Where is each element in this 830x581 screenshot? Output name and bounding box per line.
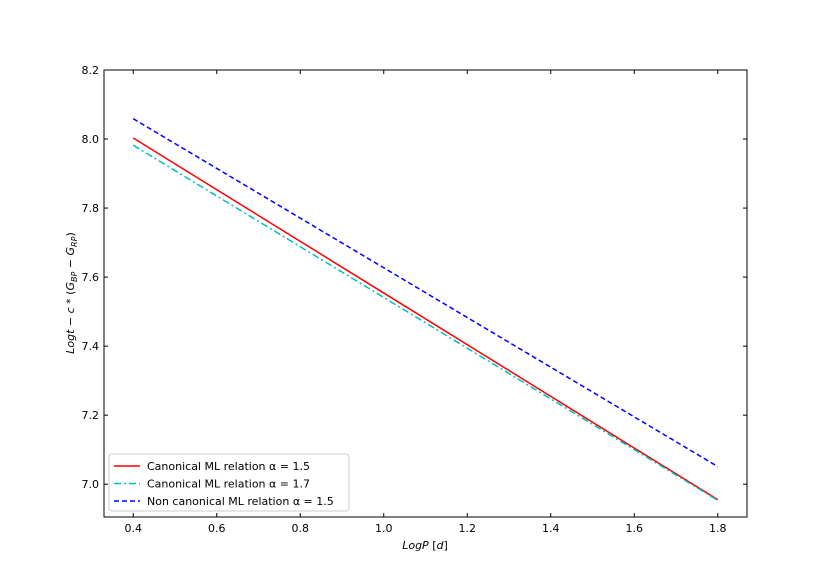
x-tick-label: 1.2 bbox=[459, 522, 477, 535]
legend-label: Non canonical ML relation α = 1.5 bbox=[147, 495, 334, 508]
y-tick-label: 7.2 bbox=[82, 409, 100, 422]
legend-box bbox=[108, 453, 350, 512]
x-tick-label: 0.4 bbox=[124, 522, 142, 535]
y-tick-label: 7.8 bbox=[82, 202, 100, 215]
legend-label: Canonical ML relation α = 1.7 bbox=[147, 478, 310, 491]
x-tick-label: 0.6 bbox=[208, 522, 226, 535]
plot-frame bbox=[103, 69, 748, 518]
ticks-layer: 0.4 0.6 0.8 1.0 1.2 1.4 1.6 1.8 7.0 7.2 7.4 7.6 7.8 8… bbox=[82, 64, 747, 535]
x-axis-label: LogP [d] bbox=[402, 539, 448, 552]
x-tick-label: 0.8 bbox=[291, 522, 309, 535]
series-line bbox=[132, 144, 719, 502]
y-axis-label: Logt − c * (GBP − GRP) bbox=[64, 232, 79, 354]
y-tick-label: 8.0 bbox=[82, 133, 100, 146]
x-tick-label: 1.4 bbox=[542, 522, 560, 535]
series-line bbox=[132, 137, 719, 501]
legend-items: Canonical ML relation α = 1.5 Canonical M… bbox=[114, 460, 334, 508]
y-tick-label: 7.0 bbox=[82, 478, 100, 491]
series-line bbox=[132, 118, 719, 468]
y-tick-label: 7.4 bbox=[82, 340, 100, 353]
y-tick-label: 7.6 bbox=[82, 271, 100, 284]
legend: Canonical ML relation α = 1.5 Canonical M… bbox=[108, 453, 350, 512]
x-tick-label: 1.6 bbox=[626, 522, 644, 535]
x-tick-label: 1.8 bbox=[709, 522, 727, 535]
x-tick-label: 1.0 bbox=[375, 522, 393, 535]
legend-label: Canonical ML relation α = 1.5 bbox=[147, 460, 310, 473]
y-tick-label: 8.2 bbox=[82, 64, 100, 77]
series-layer bbox=[132, 118, 719, 502]
